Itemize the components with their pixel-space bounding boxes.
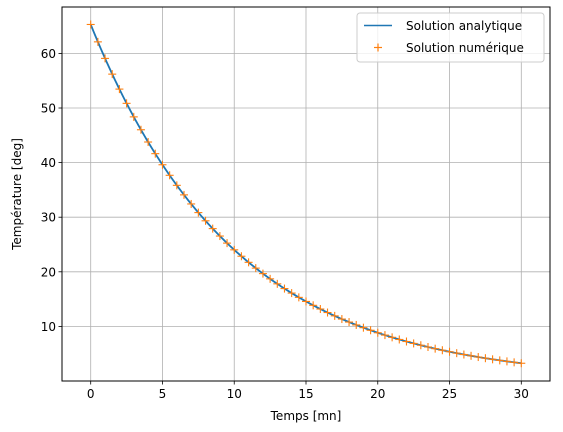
numeric-solution-point (488, 355, 497, 364)
x-tick-label: 25 (442, 387, 457, 401)
numeric-solution-point (330, 311, 339, 320)
numeric-solution-point (402, 337, 411, 346)
series-layer (86, 20, 526, 368)
numeric-solution-point (445, 347, 454, 356)
numeric-solution-point (309, 301, 318, 310)
numeric-solution-point (510, 358, 519, 367)
numeric-solution-point (502, 357, 511, 366)
numeric-solution-point (144, 138, 153, 147)
numeric-solution-point (86, 20, 95, 29)
numeric-solution-point (359, 323, 368, 332)
x-tick-label: 30 (514, 387, 529, 401)
numeric-solution-point (323, 308, 332, 317)
numeric-solution-point (366, 326, 375, 335)
numeric-solution-point (237, 252, 246, 261)
numeric-solution-point (287, 289, 296, 298)
numeric-solution-point (302, 297, 310, 306)
x-tick-label: 0 (87, 387, 95, 401)
numeric-solution-point (101, 54, 110, 63)
y-axis-label: Température [deg] (10, 138, 24, 251)
numeric-solution-point (452, 349, 461, 358)
y-tick-label: 40 (41, 156, 56, 170)
numeric-solution-point (409, 339, 418, 348)
x-tick-label: 10 (227, 387, 242, 401)
y-tick-label: 20 (41, 265, 56, 279)
numeric-solution-point (431, 344, 440, 353)
numeric-solution-point (230, 245, 239, 254)
legend-numeric-label: Solution numérique (406, 41, 524, 55)
numeric-solution-point (158, 160, 167, 169)
x-tick-label: 15 (298, 387, 313, 401)
numeric-solution-point (416, 341, 425, 350)
numeric-solution-point (474, 353, 483, 362)
ticks: 0 5 10 15 20 25 30 10 20 30 40 50 60 (41, 47, 529, 401)
numeric-solution-point (517, 359, 526, 368)
x-tick-label: 5 (159, 387, 167, 401)
legend-box (356, 12, 545, 63)
numeric-solution-point (395, 335, 404, 344)
numeric-solution-point (115, 85, 124, 94)
y-tick-label: 30 (41, 211, 56, 225)
numeric-solution-point (151, 149, 160, 158)
legend: Solution analytique Solution numérique (356, 12, 545, 63)
numeric-solution-point (495, 356, 504, 365)
numeric-solution-point (352, 320, 361, 329)
numeric-solution-point (266, 274, 275, 283)
numeric-solution-point (481, 354, 490, 363)
numeric-solution-point (223, 239, 232, 248)
x-axis-label: Temps [mn] (270, 409, 342, 423)
numeric-solution-point (122, 99, 131, 108)
y-tick-label: 10 (41, 320, 56, 334)
numeric-solution-point (129, 112, 138, 121)
numeric-solution-point (459, 350, 468, 359)
numeric-solution-point (373, 328, 382, 337)
numeric-solution-point (380, 331, 389, 340)
y-tick-label: 50 (41, 102, 56, 116)
numeric-solution-point (388, 333, 397, 342)
numeric-solution-point (215, 232, 224, 241)
numeric-solution-point (208, 224, 217, 233)
numeric-solution-point (244, 258, 253, 267)
numeric-solution-point (93, 37, 102, 46)
legend-numeric-marker-swatch (374, 43, 382, 52)
numeric-solution-point (172, 181, 181, 190)
x-tick-label: 20 (370, 387, 385, 401)
numeric-solution-point (201, 216, 210, 225)
numeric-solution-point (180, 190, 188, 199)
grid (62, 7, 550, 381)
numeric-solution-point (467, 351, 476, 360)
numeric-solution-point (187, 199, 196, 208)
numeric-solution-point (136, 125, 145, 134)
numeric-solution-point (345, 318, 354, 327)
numeric-solution-point (337, 315, 346, 324)
legend-analytic-label: Solution analytique (406, 19, 522, 33)
numeric-solution-point (258, 269, 267, 278)
numeric-solution-point (438, 346, 447, 355)
y-tick-label: 60 (41, 47, 56, 61)
numeric-solution-point (194, 208, 203, 217)
numeric-solution-point (280, 284, 289, 293)
numeric-solution-point (294, 293, 303, 302)
numeric-solution-point (424, 342, 432, 351)
numeric-solution-point (108, 70, 117, 79)
numeric-solution-point (251, 264, 260, 273)
numeric-solution-point (165, 171, 174, 180)
numeric-solution-point (273, 279, 282, 288)
numeric-solution-point (316, 305, 325, 314)
